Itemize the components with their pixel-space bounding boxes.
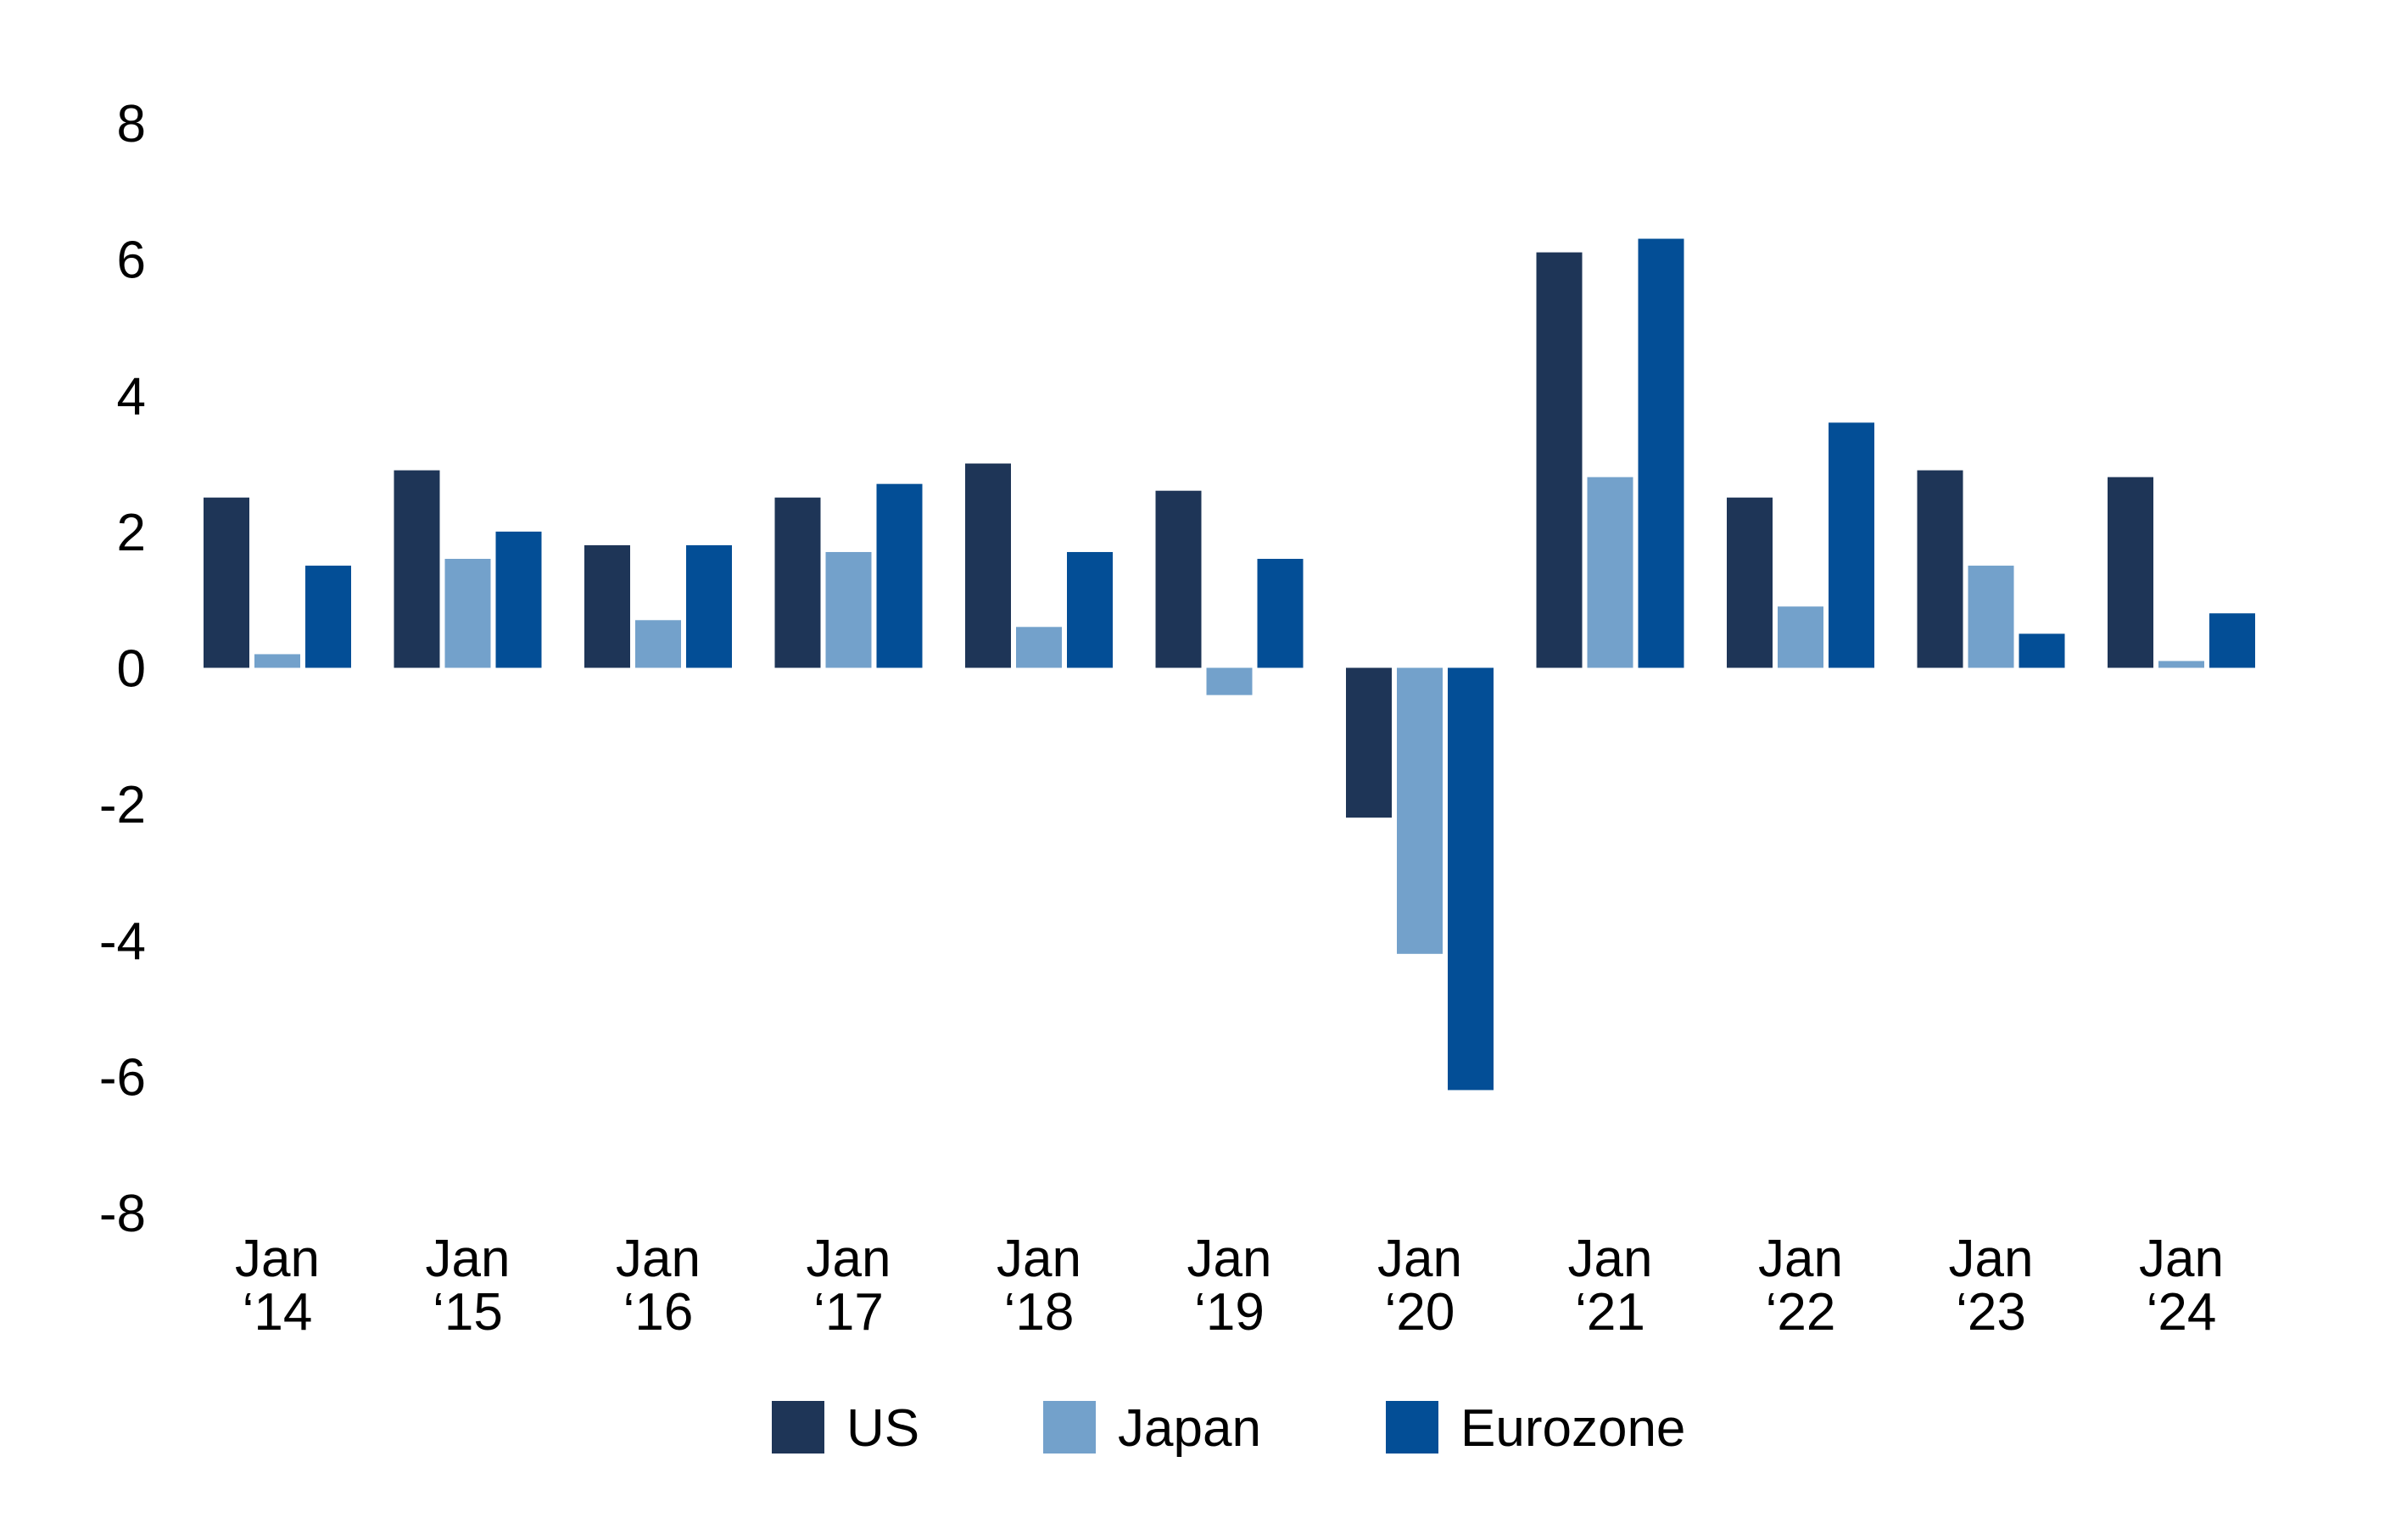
bar-eurozone	[495, 531, 542, 668]
x-tick-label: ‘16	[623, 1283, 694, 1342]
bar-us	[774, 497, 821, 668]
x-tick-label: ‘22	[1766, 1283, 1836, 1342]
bar-eurozone	[1829, 422, 1874, 668]
bar-japan	[1968, 566, 2014, 668]
bar-group	[1917, 470, 2065, 668]
x-tick-label: ‘19	[1194, 1283, 1265, 1342]
bar-group	[584, 544, 732, 668]
x-tick-label: ‘20	[1385, 1283, 1455, 1342]
bar-eurozone	[1257, 559, 1304, 668]
x-tick-label: ‘21	[1575, 1283, 1645, 1342]
bar-eurozone	[2209, 613, 2255, 668]
x-tick-label: ‘18	[1004, 1283, 1075, 1342]
bar-group	[394, 470, 542, 668]
y-tick-label: 2	[117, 504, 146, 562]
x-axis: Jan‘14Jan‘15Jan‘16Jan‘17Jan‘18Jan‘19Jan‘…	[235, 1230, 2224, 1342]
bar-us	[1536, 252, 1583, 668]
y-tick-label: 8	[117, 95, 146, 153]
x-tick-label: Jan	[616, 1230, 701, 1288]
y-tick-label: -8	[99, 1185, 146, 1243]
y-tick-label: 6	[117, 232, 146, 290]
y-tick-label: -6	[99, 1048, 146, 1107]
bar-japan	[2158, 661, 2204, 668]
bar-eurozone	[1448, 667, 1494, 1091]
x-tick-label: Jan	[1949, 1230, 2034, 1288]
bar-japan	[825, 551, 872, 668]
bar-group	[1727, 422, 1874, 668]
bar-japan	[1587, 477, 1633, 668]
bar-us	[584, 544, 630, 668]
bar-us	[965, 463, 1011, 668]
y-tick-label: 0	[117, 640, 146, 699]
bar-group	[1346, 667, 1494, 1091]
x-tick-label: ‘14	[243, 1283, 313, 1342]
bar-us	[204, 497, 249, 668]
bar-japan	[254, 654, 300, 668]
bar-japan	[1397, 667, 1443, 954]
bar-group	[204, 497, 351, 668]
bar-eurozone	[2019, 633, 2065, 668]
x-tick-label: Jan	[997, 1230, 1081, 1288]
bar-group	[1536, 238, 1684, 668]
x-tick-label: Jan	[807, 1230, 891, 1288]
bar-group	[2108, 477, 2255, 668]
bar-eurozone	[686, 544, 732, 668]
y-tick-label: 4	[117, 367, 146, 426]
legend-swatch	[1043, 1401, 1096, 1454]
bar-group	[774, 483, 923, 668]
x-tick-label: ‘23	[1956, 1283, 2026, 1342]
x-tick-label: ‘24	[2147, 1283, 2217, 1342]
bar-us	[2108, 477, 2153, 668]
legend-swatch	[1386, 1401, 1438, 1454]
x-tick-label: Jan	[1758, 1230, 1843, 1288]
bar-eurozone	[1638, 238, 1684, 668]
y-tick-label: -2	[99, 776, 146, 834]
bar-us	[1727, 497, 1773, 668]
legend-label: Japan	[1118, 1399, 1261, 1458]
legend: US Japan Eurozone	[772, 1399, 1685, 1458]
bar-japan	[635, 620, 681, 668]
bar-eurozone	[305, 566, 351, 668]
legend-swatch	[772, 1401, 824, 1454]
bar-group	[1155, 490, 1304, 695]
x-tick-label: ‘17	[813, 1283, 884, 1342]
bar-japan	[444, 559, 491, 668]
bar-japan	[1778, 606, 1823, 668]
x-tick-label: Jan	[2139, 1230, 2224, 1288]
x-tick-label: Jan	[1377, 1230, 1462, 1288]
y-tick-label: -4	[99, 912, 146, 971]
legend-label: US	[846, 1399, 919, 1458]
bar-eurozone	[1067, 551, 1113, 668]
legend-label: Eurozone	[1460, 1399, 1685, 1458]
legend-item-us: US	[772, 1399, 919, 1458]
bar-us	[1155, 490, 1202, 668]
bar-group	[965, 463, 1113, 668]
x-tick-label: Jan	[235, 1230, 320, 1288]
bar-us	[394, 470, 440, 668]
x-tick-label: ‘15	[433, 1283, 503, 1342]
x-tick-label: Jan	[1568, 1230, 1653, 1288]
bar-japan	[1016, 627, 1062, 668]
bar-eurozone	[876, 483, 923, 668]
bar-us	[1917, 470, 1963, 668]
bar-us	[1346, 667, 1392, 818]
legend-item-eurozone: Eurozone	[1386, 1399, 1685, 1458]
bars	[204, 238, 2255, 1091]
y-axis: 8 6 4 2 0 -2 -4 -6 -8	[99, 95, 146, 1243]
x-tick-label: Jan	[426, 1230, 511, 1288]
bar-japan	[1206, 667, 1253, 695]
x-tick-label: Jan	[1187, 1230, 1272, 1288]
legend-item-japan: Japan	[1043, 1399, 1261, 1458]
